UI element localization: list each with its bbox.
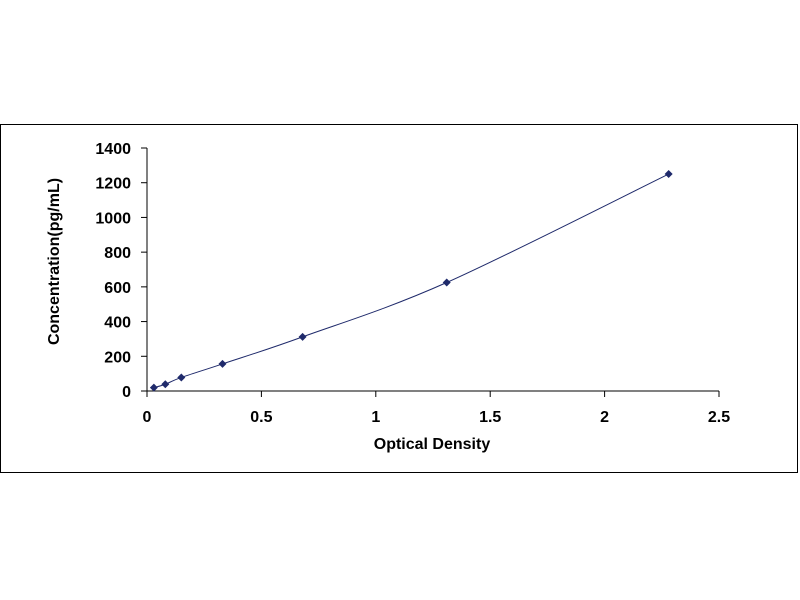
x-tick-label: 2: [600, 409, 609, 426]
x-tick-label: 2.5: [708, 409, 730, 426]
y-tick-label: 1400: [95, 141, 131, 158]
data-point: [149, 383, 158, 392]
data-points: [149, 170, 673, 392]
y-axis-title: Concentration(pg/mL): [46, 178, 63, 345]
trend-line: [153, 173, 669, 389]
x-tick-label: 1: [371, 409, 380, 426]
x-tick-label: 0: [143, 409, 152, 426]
data-point: [298, 332, 307, 341]
y-tick-label: 800: [104, 245, 131, 262]
y-ticks: 0 200 400 600 800 1000 1200 1400: [95, 141, 147, 401]
chart-frame: 0 200 400 600 800 1000 1200 1400 0 0.5 1 1.5 2 2.5 O…: [0, 124, 798, 473]
y-tick-label: 0: [122, 384, 131, 401]
data-point: [664, 170, 673, 179]
y-tick-label: 1000: [95, 210, 131, 227]
x-ticks: 0 0.5 1 1.5 2 2.5: [143, 391, 730, 426]
data-point: [218, 359, 227, 368]
y-tick-label: 600: [104, 280, 131, 297]
y-tick-label: 400: [104, 315, 131, 332]
data-point: [177, 373, 186, 382]
chart-svg: 0 200 400 600 800 1000 1200 1400 0 0.5 1 1.5 2 2.5 O…: [46, 141, 730, 453]
y-tick-label: 1200: [95, 176, 131, 193]
data-point: [161, 380, 170, 389]
x-axis-title: Optical Density: [374, 436, 491, 453]
x-tick-label: 0.5: [250, 409, 272, 426]
data-point: [442, 278, 451, 287]
x-tick-label: 1.5: [479, 409, 501, 426]
y-tick-label: 200: [104, 349, 131, 366]
axes: [146, 148, 719, 392]
